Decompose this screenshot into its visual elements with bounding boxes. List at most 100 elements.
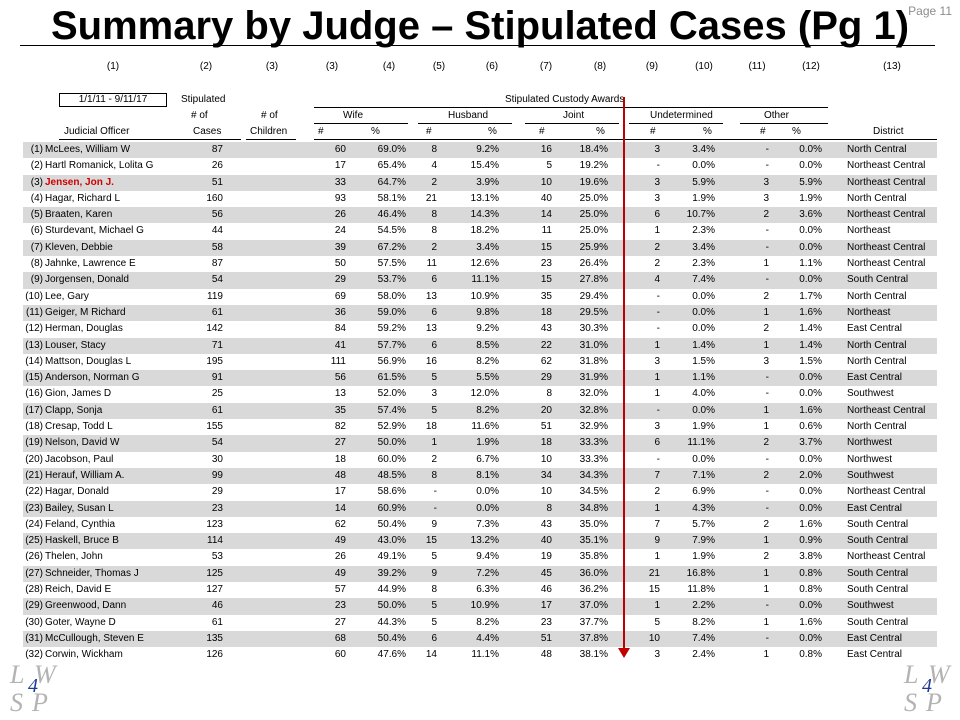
judge-name: Bailey, Susan L <box>45 502 114 514</box>
joint-percent: 32.9% <box>579 421 608 433</box>
wife-count: 93 <box>334 192 346 204</box>
header-joint-num: # <box>539 126 545 137</box>
wife-percent: 57.5% <box>377 258 406 270</box>
wife-percent: 58.1% <box>377 192 406 204</box>
row-index: (11) <box>25 306 43 318</box>
undetermined-percent: 1.9% <box>692 551 715 563</box>
husband-percent: 8.1% <box>476 469 499 481</box>
district-name: Northeast Central <box>847 551 926 563</box>
judge-name: Nelson, David W <box>45 437 120 449</box>
husband-count: 2 <box>431 241 437 253</box>
wife-percent: 39.2% <box>377 567 406 579</box>
wife-count: 50 <box>334 258 346 270</box>
husband-count: 8 <box>431 225 437 237</box>
cases-count: 30 <box>211 453 223 465</box>
husband-count: 8 <box>431 144 437 155</box>
wife-percent: 44.3% <box>377 616 406 628</box>
header-rule-children <box>246 139 296 140</box>
other-percent: 1.1% <box>799 258 822 270</box>
husband-percent: 1.9% <box>476 437 499 449</box>
wife-percent: 47.6% <box>377 649 406 660</box>
other-count: - <box>765 388 769 400</box>
undetermined-count: 2 <box>654 258 660 270</box>
undetermined-percent: 11.8% <box>687 584 715 596</box>
joint-count: 5 <box>546 160 552 172</box>
judge-name: Thelen, John <box>45 551 103 563</box>
undetermined-count: 3 <box>654 176 660 188</box>
row-index: (19) <box>25 437 43 449</box>
page-number: Page 11 <box>908 4 952 18</box>
undetermined-percent: 3.4% <box>692 144 715 155</box>
other-percent: 0.0% <box>799 372 822 384</box>
husband-percent: 7.2% <box>476 567 499 579</box>
row-index: (30) <box>25 616 43 628</box>
row-index: (17) <box>25 404 43 416</box>
header-stipulated: Stipulated <box>181 94 226 105</box>
column-number: (3) <box>265 61 279 72</box>
row-index: (27) <box>25 567 43 579</box>
joint-percent: 37.8% <box>579 632 608 644</box>
cases-count: 91 <box>211 372 223 384</box>
district-name: North Central <box>847 339 907 351</box>
undetermined-count: 7 <box>654 469 660 481</box>
district-name: Northeast <box>847 225 891 237</box>
wife-percent: 58.6% <box>377 486 406 498</box>
joint-count: 46 <box>540 584 552 596</box>
husband-count: 6 <box>431 339 437 351</box>
joint-count: 11 <box>541 225 552 237</box>
husband-count: 5 <box>431 551 437 563</box>
district-name: North Central <box>847 355 907 367</box>
district-name: Northeast Central <box>847 258 926 270</box>
district-name: Northeast Central <box>847 486 926 498</box>
header-wife-num: # <box>318 126 324 137</box>
husband-percent: 3.4% <box>476 241 499 253</box>
column-number: (3) <box>325 61 339 72</box>
row-index: (13) <box>25 339 43 351</box>
header-rule-undetermined <box>629 123 723 124</box>
other-count: - <box>765 241 769 253</box>
column-number: (1) <box>106 61 120 72</box>
cases-count: 127 <box>206 584 223 596</box>
husband-count: 5 <box>431 616 437 628</box>
wife-count: 18 <box>334 453 346 465</box>
husband-count: 13 <box>425 290 437 302</box>
cases-count: 23 <box>211 502 223 514</box>
cases-count: 54 <box>211 274 223 286</box>
wife-percent: 52.0% <box>377 388 406 400</box>
undetermined-count: - <box>656 160 660 172</box>
other-percent: 5.9% <box>799 176 822 188</box>
wife-percent: 60.9% <box>377 502 406 514</box>
cases-count: 53 <box>211 551 223 563</box>
other-count: 1 <box>763 306 769 318</box>
wife-count: 26 <box>334 551 346 563</box>
header-rule-husband <box>418 123 512 124</box>
joint-percent: 36.2% <box>579 584 608 596</box>
table-row: (8) Jahnke, Lawrence E 87 50 57.5% 11 12.6% 23 2… <box>23 256 937 272</box>
undetermined-percent: 1.9% <box>692 192 715 204</box>
row-index: (18) <box>25 421 43 433</box>
joint-count: 34 <box>540 469 552 481</box>
undetermined-count: 15 <box>648 584 660 596</box>
logo-letter-l: L <box>904 660 919 689</box>
husband-percent: 7.3% <box>476 518 499 530</box>
other-percent: 0.0% <box>799 486 822 498</box>
husband-percent: 14.3% <box>470 209 499 221</box>
row-index: (3) <box>30 176 43 188</box>
table-row: (5) Braaten, Karen 56 26 46.4% 8 14.3% 14 25.0% 6… <box>23 207 937 224</box>
district-name: Northeast Central <box>847 176 926 188</box>
wife-count: 23 <box>334 600 346 612</box>
joint-count: 10 <box>540 486 552 498</box>
other-count: 2 <box>763 469 769 481</box>
judge-table-body: (1) McLees, William W 87 60 69.0% 8 9.2% 16 18.4… <box>23 142 937 660</box>
joint-count: 29 <box>540 372 552 384</box>
row-index: (32) <box>25 649 43 660</box>
other-count: - <box>765 225 769 237</box>
husband-count: 15 <box>425 535 437 547</box>
other-percent: 1.4% <box>799 339 822 351</box>
district-name: South Central <box>847 584 909 596</box>
husband-count: 5 <box>431 372 437 384</box>
husband-count: 11 <box>426 258 437 270</box>
district-name: Northeast <box>847 306 891 318</box>
district-name: South Central <box>847 274 909 286</box>
joint-percent: 26.4% <box>579 258 608 270</box>
